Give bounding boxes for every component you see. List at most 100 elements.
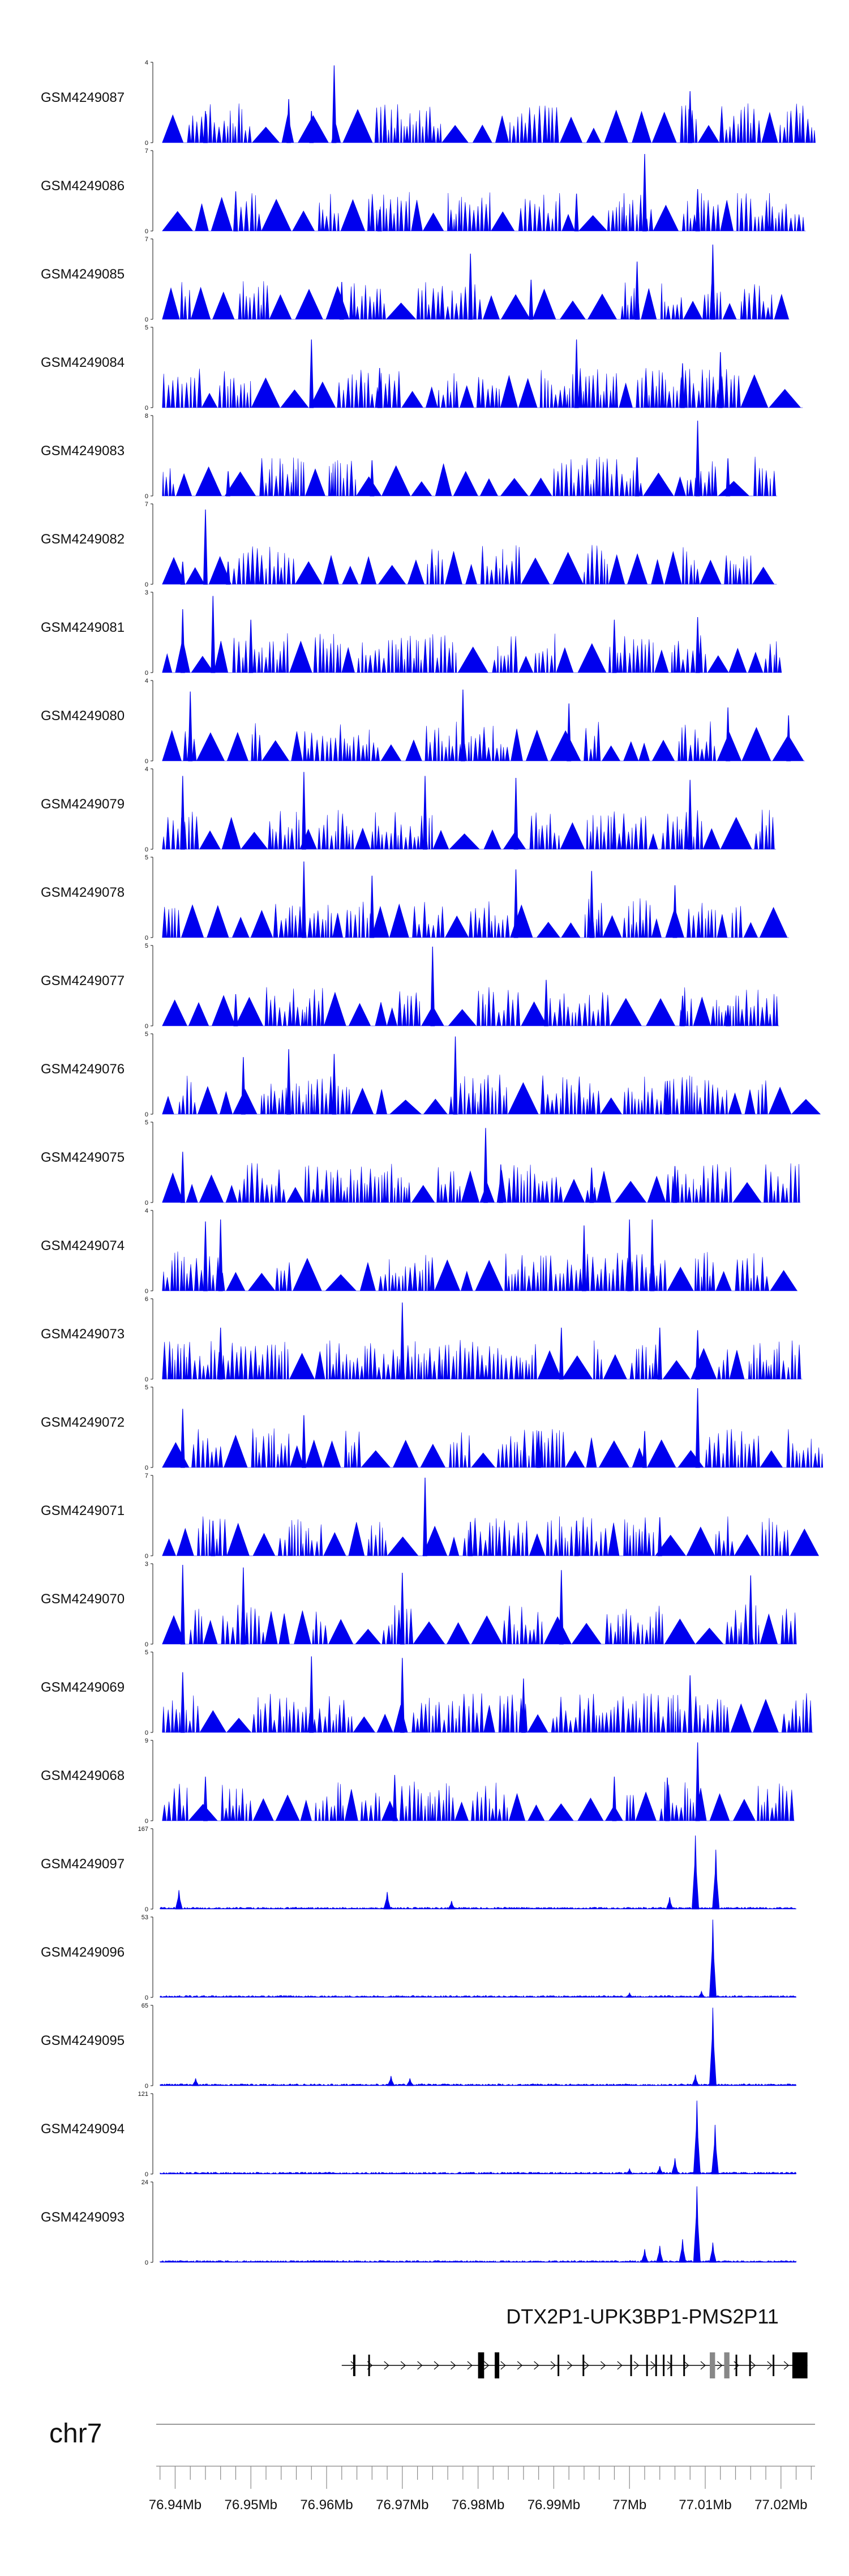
- y-max-label: 8: [145, 413, 148, 420]
- coverage-area: [160, 2260, 796, 2263]
- y-min-label: 0: [145, 228, 148, 235]
- signal-peak: [400, 1302, 405, 1380]
- signal-peak: [680, 995, 685, 1026]
- axis-tick-label: 77.02Mb: [754, 2497, 807, 2513]
- signal-area: [160, 2100, 796, 2175]
- track-label: GSM4249076: [41, 1062, 125, 1077]
- signal-peak: [521, 1678, 526, 1733]
- y-max-label: 7: [145, 501, 148, 508]
- track-GSM4249070: GSM4249070 3 0: [41, 1561, 797, 1648]
- track-GSM4249093: GSM4249093 24 0: [41, 2179, 796, 2266]
- strand-arrow: [434, 2361, 439, 2370]
- signal-area: [162, 946, 779, 1026]
- signal-peak: [377, 367, 382, 408]
- gene-exon: [495, 2352, 500, 2378]
- signal-peak: [642, 153, 647, 232]
- signal-peak: [574, 339, 579, 408]
- y-max-label: 3: [145, 589, 148, 596]
- y-min-label: 0: [145, 493, 148, 500]
- signal-peak: [406, 2078, 414, 2086]
- gene-exon: [749, 2355, 751, 2376]
- gene-exon: [646, 2355, 648, 2376]
- signal-peak: [589, 871, 594, 938]
- signal-peak: [688, 91, 693, 143]
- gene-exon: [655, 2355, 657, 2376]
- track-GSM4249077: GSM4249077 5 0: [41, 943, 779, 1030]
- signal-peak: [309, 110, 314, 143]
- signal-area: [162, 509, 777, 585]
- coverage-area: [162, 281, 790, 320]
- coverage-area: [162, 1604, 797, 1645]
- track-GSM4249074: GSM4249074 4 0: [41, 1208, 798, 1295]
- signal-peak: [665, 1777, 670, 1821]
- signal-peak: [712, 1850, 720, 1910]
- track-label: GSM4249093: [41, 2210, 125, 2225]
- signal-peak: [786, 715, 791, 761]
- signal-peak: [710, 244, 715, 320]
- track-label: GSM4249078: [41, 885, 125, 900]
- strand-arrow: [684, 2361, 689, 2370]
- axis-tick-label: 76.96Mb: [300, 2497, 353, 2513]
- signal-peak: [695, 420, 700, 497]
- signal-peak: [589, 1167, 594, 1203]
- track-GSM4249087: GSM4249087 4 0: [41, 59, 816, 147]
- track-GSM4249078: GSM4249078 5 0: [41, 854, 790, 942]
- y-min-label: 0: [145, 581, 148, 588]
- signal-peak: [625, 1992, 634, 1998]
- track-label: GSM4249085: [41, 267, 125, 282]
- signal-area: [162, 1656, 813, 1733]
- y-max-label: 6: [145, 1296, 148, 1303]
- strand-arrow: [483, 2361, 490, 2370]
- strand-arrow: [467, 2361, 473, 2370]
- signal-area: [162, 1477, 819, 1556]
- genome-axis: 76.94Mb 76.95Mb 76.96Mb 76.97Mb 76.98Mb 76.99…: [149, 2466, 815, 2513]
- signal-peak: [666, 1897, 674, 1910]
- strand-arrow: [517, 2361, 523, 2370]
- ideogram-track: chr7: [49, 2419, 815, 2449]
- axis-tick-label: 76.95Mb: [225, 2497, 277, 2513]
- y-max-label: 167: [138, 1826, 148, 1833]
- y-max-label: 5: [145, 1384, 148, 1391]
- coverage-area: [162, 545, 777, 585]
- signal-area: [162, 153, 806, 232]
- signal-peak: [688, 1675, 693, 1733]
- y-max-label: 9: [145, 1738, 148, 1744]
- signal-peak: [400, 1658, 405, 1733]
- track-GSM4249084: GSM4249084 5 0: [41, 324, 803, 412]
- y-max-label: 3: [145, 1561, 148, 1568]
- signal-peak: [567, 703, 572, 761]
- gene-exon: [792, 2352, 808, 2378]
- signal-peak: [180, 1564, 185, 1645]
- gene-exon: [710, 2352, 715, 2378]
- y-max-label: 4: [145, 59, 148, 66]
- signal-peak: [332, 65, 337, 143]
- signal-area: [160, 1835, 796, 1910]
- axis-tick-label: 77.01Mb: [679, 2497, 731, 2513]
- signal-peak: [625, 2168, 634, 2175]
- coverage-area: [162, 1516, 819, 1556]
- signal-peak: [301, 772, 306, 850]
- gene-exon: [353, 2355, 355, 2376]
- coverage-area: [162, 1428, 824, 1468]
- gene-track: DTX2P1-UPK3BP1-PMS2P11: [341, 2305, 808, 2378]
- signal-area: [162, 65, 816, 143]
- track-label: GSM4249077: [41, 973, 125, 989]
- track-label: GSM4249072: [41, 1415, 125, 1430]
- signal-area: [162, 339, 803, 408]
- signal-peak: [544, 979, 549, 1026]
- strand-arrow: [783, 2361, 790, 2370]
- axis-tick-label: 76.99Mb: [528, 2497, 580, 2513]
- signal-peak: [574, 193, 579, 232]
- signal-peak: [211, 596, 216, 673]
- y-max-label: 4: [145, 766, 148, 773]
- track-label: GSM4249097: [41, 1856, 125, 1872]
- signal-peak: [301, 1415, 306, 1468]
- signal-peak: [656, 2245, 664, 2263]
- gene-exon: [773, 2355, 775, 2376]
- signal-peak: [180, 1409, 185, 1468]
- signal-peak: [180, 776, 185, 850]
- signal-peak: [691, 2074, 700, 2086]
- y-min-label: 0: [145, 1641, 148, 1648]
- y-min-label: 0: [145, 1553, 148, 1560]
